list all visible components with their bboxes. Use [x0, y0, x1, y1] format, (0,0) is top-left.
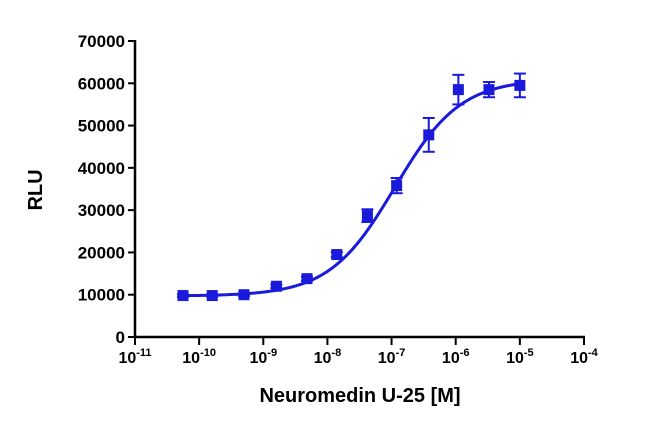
data-point [513, 72, 526, 99]
point-marker [391, 180, 403, 192]
point-marker [423, 129, 435, 141]
y-axis: 0 10000 20000 30000 40000 50000 60000 70000 [78, 32, 137, 347]
point-marker [177, 290, 189, 302]
data-point [482, 81, 495, 99]
data-point [422, 116, 435, 153]
fit-curve [182, 82, 521, 298]
x-tick-label: 10-5 [506, 347, 534, 367]
data-point [330, 249, 343, 261]
x-tick-label: 10-6 [442, 347, 470, 367]
data-point [300, 273, 313, 285]
x-tick-label: 10-4 [570, 347, 598, 367]
data-points-layer [176, 72, 526, 302]
y-tick-label: 10000 [78, 286, 125, 305]
x-axis: 10-11 10-10 10-9 10-8 10-7 10-6 10-5 10-4 [118, 335, 599, 367]
point-marker [270, 280, 282, 292]
data-point [452, 73, 465, 106]
point-marker [452, 84, 464, 96]
point-marker [331, 249, 343, 261]
fit-curve-layer [182, 82, 521, 298]
point-marker [361, 210, 373, 222]
data-point [206, 290, 219, 302]
data-point [361, 208, 374, 223]
y-tick-label: 50000 [78, 117, 125, 136]
y-axis-title: RLU [25, 169, 47, 210]
y-tick-label: 70000 [78, 32, 125, 51]
x-tick-label: 10-10 [182, 347, 216, 367]
data-point [237, 289, 250, 301]
x-tick-label: 10-9 [249, 347, 277, 367]
x-tick-label: 10-8 [314, 347, 342, 367]
point-marker [483, 84, 495, 96]
y-tick-label: 60000 [78, 74, 125, 93]
point-marker [238, 289, 250, 301]
x-axis-title: Neuromedin U-25 [M] [259, 385, 460, 407]
point-marker [301, 273, 313, 285]
x-tick-label: 10-7 [378, 347, 406, 367]
y-tick-label: 0 [116, 328, 125, 347]
data-point [390, 177, 403, 195]
point-marker [206, 290, 218, 302]
point-marker [514, 79, 526, 91]
data-point [176, 290, 189, 302]
y-tick-label: 20000 [78, 243, 125, 262]
y-tick-label: 40000 [78, 159, 125, 178]
x-tick-label: 10-11 [118, 347, 151, 367]
data-point [270, 280, 283, 292]
y-tick-label: 30000 [78, 201, 125, 220]
